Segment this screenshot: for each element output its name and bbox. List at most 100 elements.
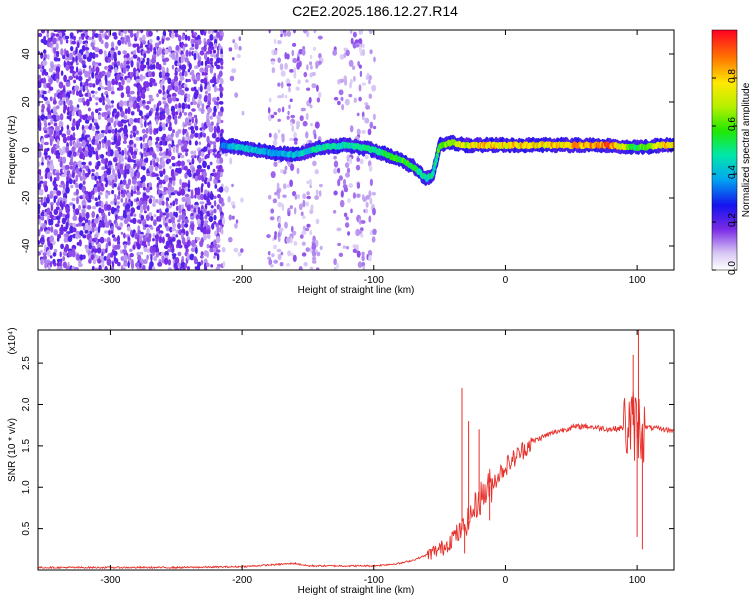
noise-blob xyxy=(133,132,136,138)
noise-blob xyxy=(361,251,365,256)
noise-blob xyxy=(123,115,128,120)
noise-blob xyxy=(170,81,176,88)
noise-blob xyxy=(122,241,128,246)
noise-blob xyxy=(94,267,99,270)
noise-blob xyxy=(58,266,63,270)
noise-blob xyxy=(216,101,219,107)
noise-blob xyxy=(144,224,150,228)
snr-y-multiplier: (x10⁴) xyxy=(7,327,18,354)
noise-blob xyxy=(289,69,294,73)
noise-blob xyxy=(136,89,141,97)
noise-blob xyxy=(43,49,47,54)
noise-blob xyxy=(143,103,146,109)
noise-blob xyxy=(268,259,273,266)
noise-blob xyxy=(172,200,176,207)
noise-blob xyxy=(159,184,163,189)
noise-blob xyxy=(45,230,51,234)
noise-blob xyxy=(338,89,344,96)
noise-blob xyxy=(116,243,121,250)
noise-blob xyxy=(69,165,74,170)
noise-blob xyxy=(77,160,83,168)
noise-blob xyxy=(150,215,154,222)
noise-blob xyxy=(61,126,64,132)
noise-blob xyxy=(94,237,98,241)
noise-blob xyxy=(279,262,284,267)
noise-blob xyxy=(55,42,59,50)
noise-blob xyxy=(319,245,323,251)
noise-blob xyxy=(68,173,73,178)
noise-blob xyxy=(91,226,95,233)
noise-blob xyxy=(139,219,142,225)
noise-blob xyxy=(141,89,146,95)
noise-blob xyxy=(59,32,63,37)
noise-blob xyxy=(143,186,146,191)
noise-blob xyxy=(39,144,44,150)
noise-blob xyxy=(73,79,77,84)
noise-blob xyxy=(167,134,172,139)
y-tick-label: -20 xyxy=(21,190,32,205)
noise-blob xyxy=(168,118,171,123)
noise-blob xyxy=(88,82,93,88)
noise-blob xyxy=(214,154,218,158)
noise-blob xyxy=(344,162,350,169)
noise-blob xyxy=(49,163,55,171)
noise-blob xyxy=(197,103,200,109)
noise-blob xyxy=(147,64,150,71)
y-tick-label: 1.5 xyxy=(21,438,32,452)
noise-blob xyxy=(87,205,92,210)
noise-blob xyxy=(187,188,191,192)
noise-blob xyxy=(56,261,61,267)
noise-blob xyxy=(162,212,166,216)
noise-blob xyxy=(108,211,111,216)
noise-blob xyxy=(288,104,291,110)
noise-blob xyxy=(73,106,77,113)
noise-blob xyxy=(272,198,278,204)
noise-blob xyxy=(66,111,70,116)
noise-blob xyxy=(202,132,207,138)
noise-blob xyxy=(294,194,298,200)
noise-blob xyxy=(162,84,165,92)
noise-blob xyxy=(133,150,138,156)
noise-blob xyxy=(56,237,60,242)
noise-blob xyxy=(337,178,341,187)
noise-blob xyxy=(105,94,109,99)
noise-blob xyxy=(340,96,344,102)
noise-blob xyxy=(144,120,147,128)
noise-blob xyxy=(154,173,159,177)
noise-blob xyxy=(82,129,86,135)
noise-blob xyxy=(104,35,109,40)
noise-blob xyxy=(302,199,306,208)
y-tick-label: 1.0 xyxy=(21,480,32,494)
noise-blob xyxy=(201,103,205,109)
noise-blob xyxy=(72,132,76,139)
noise-blob xyxy=(369,121,374,129)
noise-blob xyxy=(199,201,205,205)
noise-blob xyxy=(164,48,169,55)
noise-blob xyxy=(188,50,192,57)
noise-blob xyxy=(206,84,212,92)
noise-blob xyxy=(350,208,353,214)
noise-blob xyxy=(221,217,226,225)
noise-blob xyxy=(368,75,372,81)
noise-blob xyxy=(194,155,197,159)
noise-blob xyxy=(352,244,357,249)
noise-blob xyxy=(185,49,189,58)
noise-blob xyxy=(187,266,190,270)
noise-blob xyxy=(49,255,53,259)
noise-blob xyxy=(146,254,149,261)
colorbar: 0.0 0.2 0.4 0.6 0.8 Normalized spectral ampl… xyxy=(711,29,750,275)
noise-blob xyxy=(176,160,182,167)
noise-blob xyxy=(149,195,153,199)
noise-blob xyxy=(63,108,66,114)
noise-blob xyxy=(126,93,131,98)
noise-blob xyxy=(179,266,182,270)
noise-blob xyxy=(231,68,237,74)
noise-blob xyxy=(354,39,360,44)
noise-blob xyxy=(109,252,114,258)
noise-blob xyxy=(116,165,121,169)
noise-blob xyxy=(219,91,223,99)
noise-blob xyxy=(150,254,153,262)
noise-blob xyxy=(312,46,317,51)
noise-blob xyxy=(55,33,60,37)
